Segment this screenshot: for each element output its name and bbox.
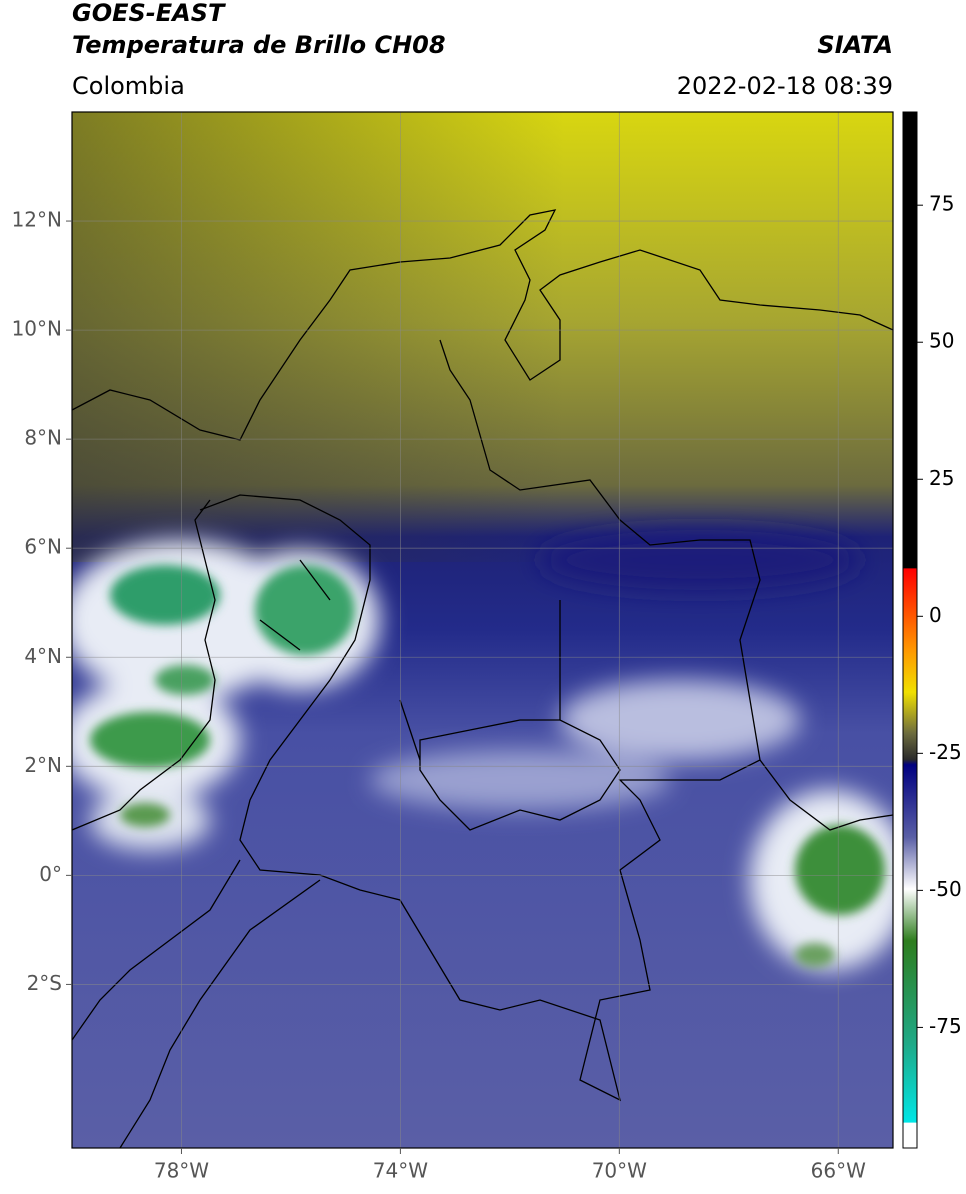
y-tick-label: 2°N (24, 753, 62, 777)
x-tick-label: 74°W (373, 1159, 428, 1183)
colorbar-tick-label: -25 (929, 740, 962, 764)
y-tick-label: 12°N (12, 208, 62, 232)
title: GOES-EAST (72, 0, 226, 27)
y-tick-label: 2°S (27, 971, 62, 995)
imagery (72, 112, 893, 1148)
x-tick-label: 70°W (592, 1159, 647, 1183)
datetime: 2022-02-18 08:39 (677, 72, 893, 100)
map-frame (71, 111, 894, 1149)
subtitle: Temperatura de Brillo CH08 (72, 31, 446, 59)
x-tick-label: 78°W (154, 1159, 209, 1183)
colorbar-tick-label: 0 (929, 603, 942, 627)
grid (72, 112, 893, 1148)
y-tick-label: 8°N (24, 426, 62, 450)
colorbar-tick-label: 75 (929, 192, 954, 216)
source: SIATA (817, 31, 893, 59)
colorbar-tick-label: 50 (929, 329, 954, 353)
colorbar (902, 111, 918, 1149)
colorbar-tick-label: -50 (929, 877, 962, 901)
region: Colombia (72, 72, 185, 100)
x-tick-label: 66°W (811, 1159, 866, 1183)
colorbar-tick-label: -75 (929, 1014, 962, 1038)
y-tick-label: 6°N (24, 535, 62, 559)
y-tick-label: 4°N (24, 644, 62, 668)
colorbar-tick-label: 25 (929, 466, 954, 490)
y-tick-label: 10°N (12, 317, 62, 341)
y-tick-label: 0° (39, 862, 62, 886)
